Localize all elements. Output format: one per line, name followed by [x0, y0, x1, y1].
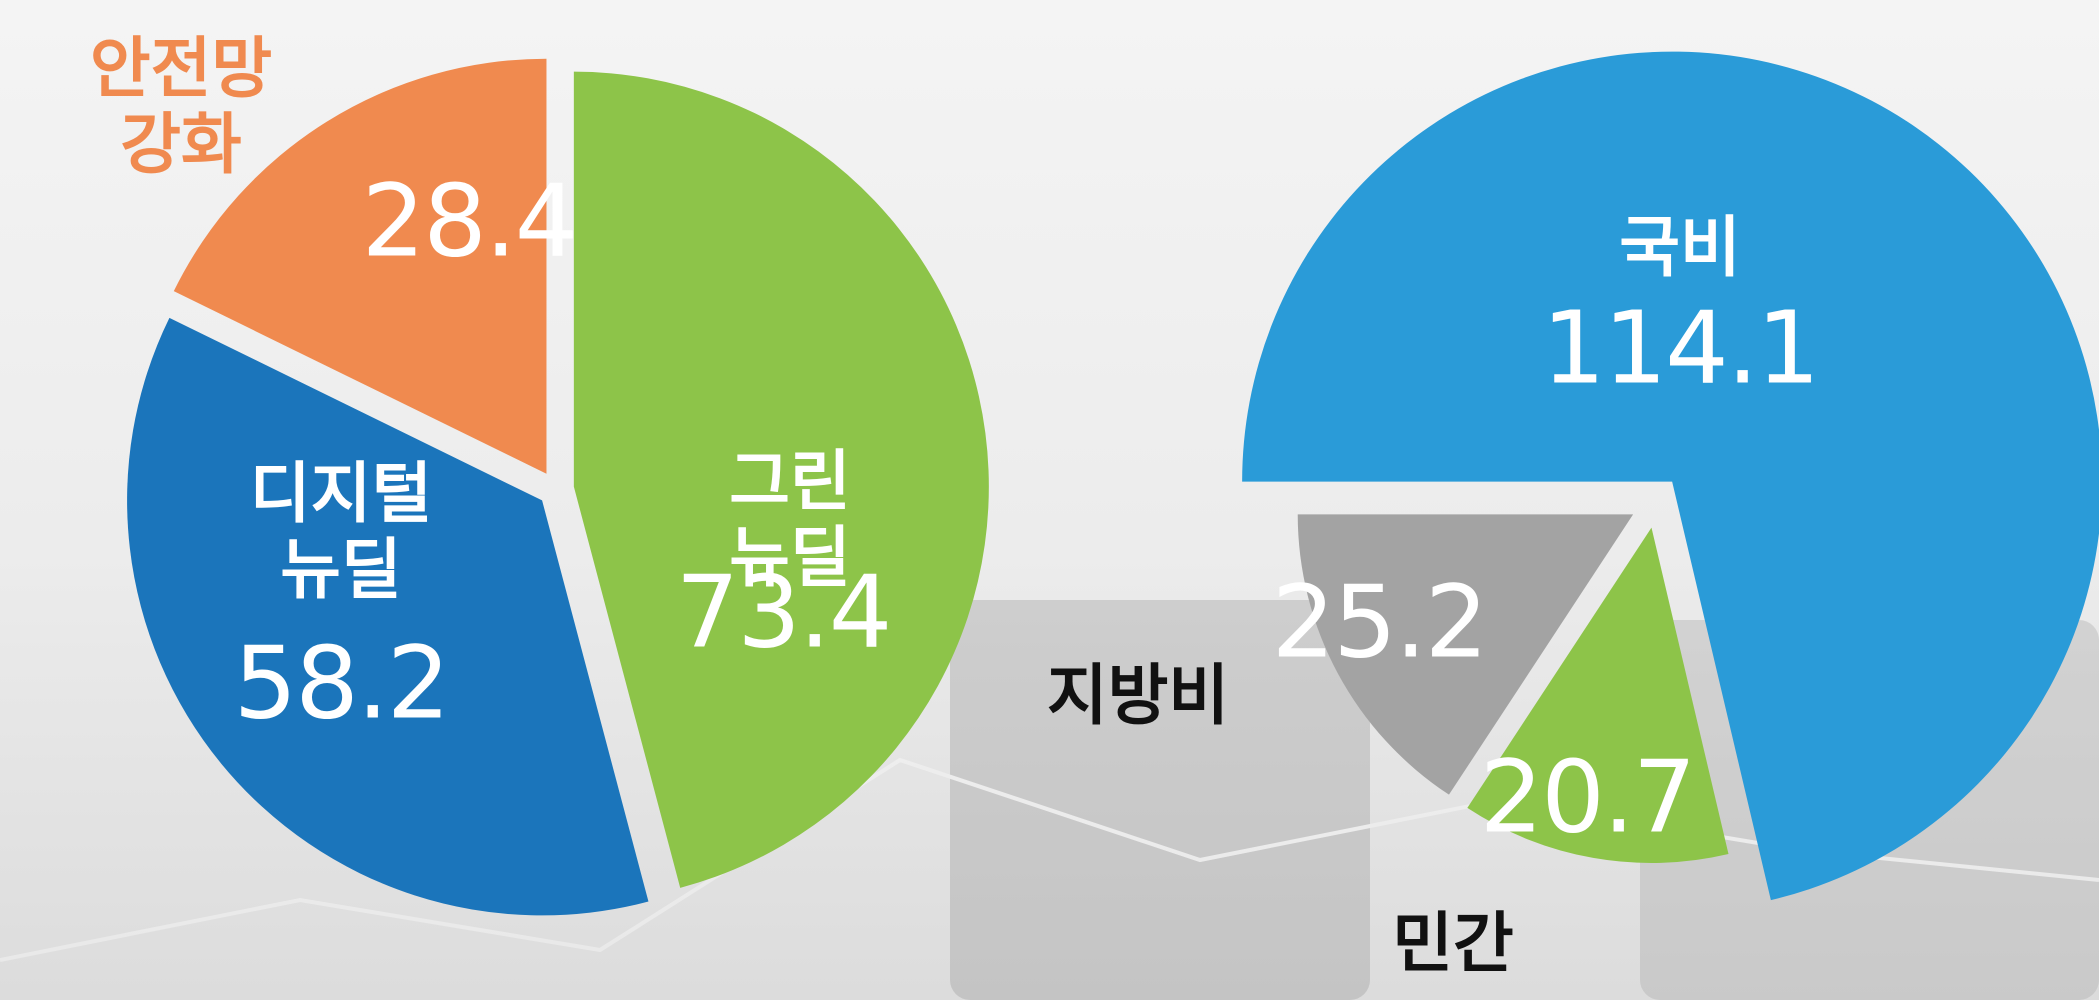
slice-label: 민간 — [1392, 905, 1514, 983]
pie-slice — [573, 71, 989, 888]
pies — [127, 51, 2099, 916]
slice-label: 그린 뉴딜 — [729, 443, 851, 596]
slice-label: 디지털 뉴딜 — [249, 455, 433, 608]
pie-slice — [173, 58, 547, 474]
value-label: 20.7 — [1479, 738, 1697, 856]
value-label: 28.4 — [361, 162, 579, 280]
pie-slice — [127, 317, 649, 916]
pie-slice — [1467, 527, 1729, 864]
pie-slice — [1297, 514, 1634, 795]
value-label: 73.4 — [675, 553, 893, 671]
slice-label: 지방비 — [1046, 657, 1230, 735]
slice-label: 국비 — [1619, 209, 1741, 287]
pie-slice — [1242, 51, 2099, 901]
value-label: 25.2 — [1271, 563, 1489, 681]
slice-label: 안전망 강화 — [89, 30, 273, 183]
value-label: 114.1 — [1541, 289, 1820, 407]
value-label: 58.2 — [233, 624, 451, 742]
